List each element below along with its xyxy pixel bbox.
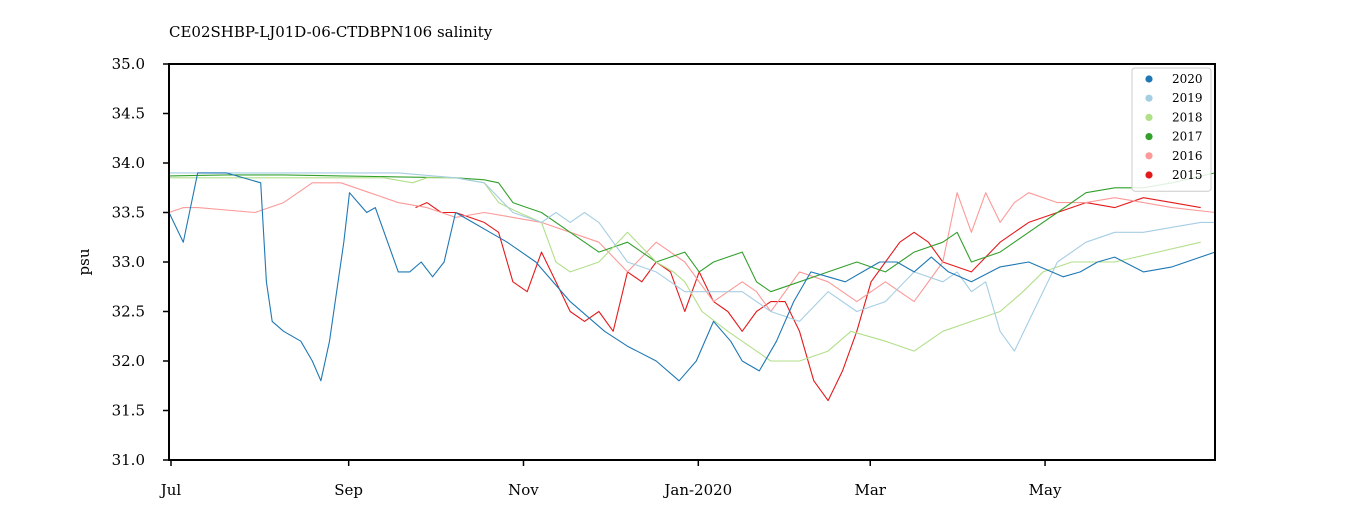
legend-label: 2018 bbox=[1172, 110, 1203, 124]
series-line-2016 bbox=[168, 182, 1216, 313]
y-tick-label: 32.0 bbox=[112, 352, 145, 370]
legend-marker bbox=[1145, 75, 1153, 83]
legend-label: 2015 bbox=[1172, 168, 1203, 182]
series-line-2019 bbox=[169, 172, 1215, 352]
x-axis: Jul Sep Nov Jan-2020 Mar May bbox=[159, 460, 1062, 499]
y-tick-label: 35.0 bbox=[112, 55, 145, 73]
legend-label: 2019 bbox=[1172, 91, 1203, 105]
y-tick-label: 33.5 bbox=[112, 204, 145, 222]
series-line-2020 bbox=[168, 172, 1216, 382]
y-tick-label: 32.5 bbox=[112, 303, 145, 321]
chart-title: CE02SHBP-LJ01D-06-CTDBPN106 salinity bbox=[169, 23, 493, 41]
legend-label: 2017 bbox=[1172, 130, 1203, 144]
x-tick-label: May bbox=[1029, 481, 1062, 499]
y-tick-label: 31.0 bbox=[112, 451, 145, 469]
series-line-2015 bbox=[415, 197, 1201, 402]
legend-marker bbox=[1145, 152, 1153, 160]
x-tick-label: Nov bbox=[508, 481, 539, 499]
x-tick-label: Jan-2020 bbox=[662, 481, 732, 499]
legend-marker bbox=[1145, 113, 1153, 121]
x-tick-label: Mar bbox=[855, 481, 887, 499]
x-tick-label: Jul bbox=[159, 481, 182, 499]
series-line-2017 bbox=[168, 172, 1216, 293]
y-tick-label: 34.5 bbox=[112, 105, 145, 123]
series-line-2018 bbox=[169, 177, 1201, 362]
legend-label: 2016 bbox=[1172, 149, 1203, 163]
legend-marker bbox=[1145, 133, 1153, 141]
x-tick-label: Sep bbox=[334, 481, 363, 499]
y-tick-label: 34.0 bbox=[112, 154, 145, 172]
y-tick-label: 31.5 bbox=[112, 402, 145, 420]
y-axis: 31.0 31.5 32.0 32.5 33.0 33.5 34.0 34.5 35.0 bbox=[112, 55, 169, 469]
y-axis-label: psu bbox=[75, 248, 93, 275]
legend: 2020 2019 2018 2017 2016 2015 bbox=[1131, 67, 1212, 192]
legend-label: 2020 bbox=[1172, 72, 1203, 86]
legend-marker bbox=[1145, 94, 1153, 102]
legend-marker bbox=[1145, 171, 1153, 179]
y-tick-label: 33.0 bbox=[112, 253, 145, 271]
series-layer bbox=[168, 172, 1216, 402]
